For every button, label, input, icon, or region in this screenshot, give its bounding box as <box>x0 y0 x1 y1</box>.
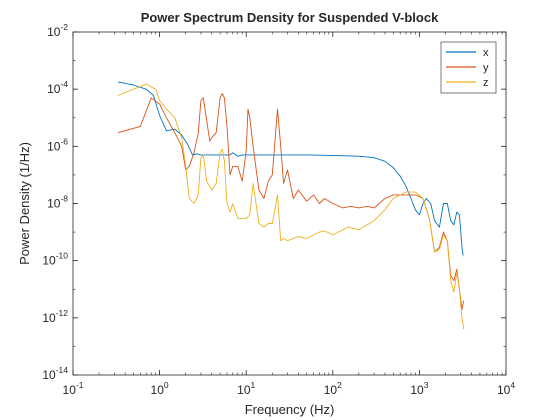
y-tick-label: 10-6 <box>47 136 68 153</box>
x-tick-label: 104 <box>497 380 515 397</box>
x-tick-label: 102 <box>324 380 342 397</box>
series-line-x <box>117 81 464 256</box>
ticks-layer: 10-1 100 101 102 103 104 10-14 10-12 10-10 10-8 10… <box>42 22 515 397</box>
legend-label-x: x <box>483 47 489 59</box>
x-tick-label: 101 <box>237 380 255 397</box>
legend: xyz <box>440 41 497 94</box>
y-tick-label: 10-4 <box>47 79 68 96</box>
chart-title: Power Spectrum Density for Suspended V-b… <box>141 10 439 25</box>
y-tick-label: 10-2 <box>47 22 68 39</box>
x-axis-label: Frequency (Hz) <box>245 402 335 417</box>
y-tick-label: 10-10 <box>42 251 68 268</box>
x-tick-label: 10-1 <box>63 380 84 397</box>
series-layer <box>117 81 465 330</box>
y-tick-label: 10-14 <box>42 365 68 382</box>
y-tick-label: 10-12 <box>42 308 68 325</box>
y-axis-label: Power Density (1/Hz) <box>17 142 32 265</box>
legend-label-z: z <box>483 77 489 89</box>
x-tick-label: 103 <box>410 380 428 397</box>
x-tick-label: 100 <box>151 380 169 397</box>
series-line-z <box>117 83 465 330</box>
legend-label-y: y <box>483 62 489 74</box>
y-tick-label: 10-8 <box>47 194 68 211</box>
